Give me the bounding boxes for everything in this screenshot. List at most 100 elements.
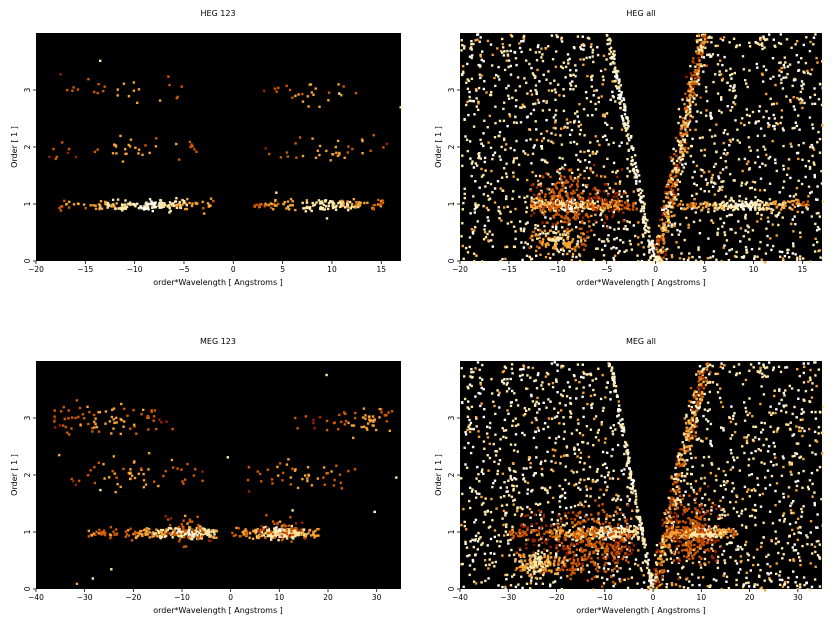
background-point — [562, 94, 566, 98]
background-point — [569, 69, 572, 72]
background-point — [712, 250, 716, 253]
ridge-point — [667, 190, 670, 194]
background-point — [695, 512, 698, 515]
ridge-point — [642, 195, 645, 198]
data-point — [338, 413, 341, 417]
data-point — [560, 196, 563, 199]
background-point — [807, 362, 810, 365]
data-point — [679, 199, 683, 203]
background-point — [498, 119, 502, 123]
data-point — [81, 413, 85, 416]
data-point — [276, 521, 279, 525]
data-point — [168, 201, 172, 204]
background-point — [291, 509, 294, 512]
background-point — [786, 581, 790, 584]
background-point — [597, 96, 600, 99]
background-point — [745, 540, 748, 544]
background-point — [462, 257, 465, 260]
ridge-point — [690, 80, 694, 83]
background-point — [710, 463, 714, 466]
background-point — [520, 368, 523, 371]
background-point — [797, 429, 801, 433]
background-point — [704, 178, 708, 181]
background-point — [766, 216, 770, 219]
data-point — [75, 399, 79, 402]
background-point — [579, 173, 582, 176]
background-point — [731, 106, 734, 109]
background-point — [817, 432, 820, 435]
background-point — [676, 572, 680, 576]
data-point — [351, 147, 354, 151]
background-point — [567, 482, 571, 485]
background-point — [540, 189, 543, 193]
background-point — [759, 127, 763, 130]
data-point — [212, 536, 215, 539]
ridge-point — [689, 85, 692, 89]
background-point — [705, 90, 708, 93]
ridge-point — [671, 223, 674, 226]
background-point — [490, 90, 493, 94]
data-point — [97, 83, 100, 86]
background-point — [772, 113, 775, 117]
background-point — [748, 41, 751, 44]
background-point — [708, 408, 711, 411]
background-point — [548, 436, 551, 440]
background-point — [756, 66, 759, 69]
background-point — [685, 216, 688, 220]
data-point — [196, 530, 199, 533]
background-point — [582, 376, 585, 379]
ridge-point — [627, 120, 630, 123]
x-tick-label: −30 — [77, 593, 93, 602]
background-point — [770, 210, 773, 214]
background-point — [573, 176, 577, 180]
data-point — [362, 425, 366, 428]
data-point — [184, 201, 187, 205]
data-point — [304, 534, 308, 538]
background-point — [614, 171, 618, 174]
background-point — [508, 44, 511, 47]
background-point — [595, 470, 599, 473]
data-point — [93, 465, 96, 469]
data-point — [539, 191, 542, 194]
data-point — [571, 240, 574, 243]
background-point — [619, 524, 623, 528]
background-point — [721, 63, 724, 67]
background-point — [792, 105, 796, 108]
background-point — [474, 206, 478, 209]
background-point — [680, 207, 683, 210]
ridge-point — [688, 97, 692, 100]
ridge-point — [668, 204, 671, 207]
background-point — [469, 212, 472, 215]
data-point — [774, 200, 777, 203]
data-point — [283, 201, 286, 204]
ridge-point — [670, 189, 673, 192]
background-point — [809, 96, 812, 99]
background-point — [560, 143, 564, 146]
data-point — [620, 208, 623, 211]
background-point — [596, 46, 599, 49]
background-point — [499, 260, 502, 263]
x-tick-label: −10 — [550, 265, 566, 274]
data-point — [564, 214, 567, 218]
data-point — [580, 227, 583, 230]
data-point — [760, 208, 763, 211]
data-point — [53, 415, 56, 418]
background-point — [514, 230, 517, 233]
background-point — [781, 186, 785, 189]
background-point — [744, 197, 748, 200]
x-axis-label: order*Wavelength [ Angstroms ] — [153, 278, 283, 287]
background-point — [774, 530, 777, 533]
background-point — [746, 85, 749, 89]
data-point — [340, 487, 344, 490]
background-point — [513, 477, 516, 480]
data-point — [153, 532, 156, 536]
data-point — [626, 204, 630, 208]
data-point — [594, 193, 598, 196]
background-point — [584, 159, 587, 162]
data-point — [381, 201, 385, 204]
data-point — [154, 206, 157, 209]
background-point — [740, 256, 744, 259]
ridge-point — [699, 96, 702, 99]
ridge-point — [689, 64, 692, 68]
ridge-point — [686, 151, 689, 154]
